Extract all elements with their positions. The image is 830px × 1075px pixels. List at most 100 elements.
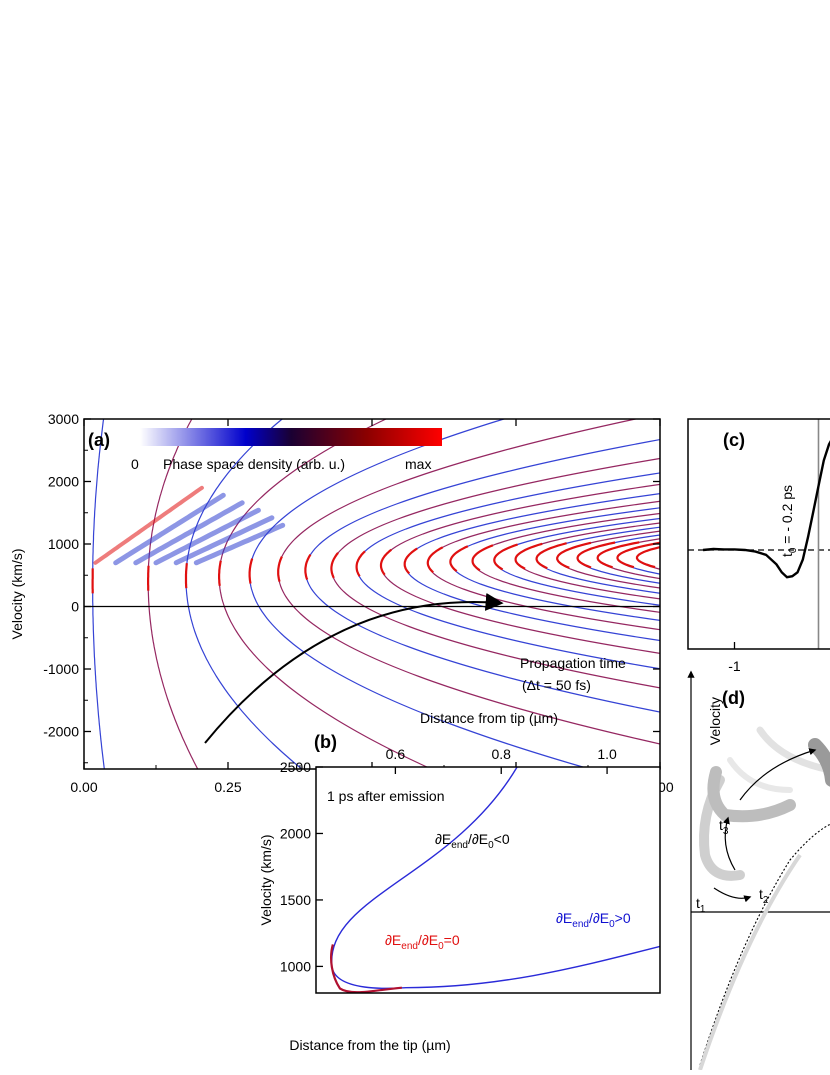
panel-c-curve bbox=[702, 440, 830, 579]
propagation-interval: (Δt = 50 fs) bbox=[522, 677, 591, 693]
y-tick-label: 1000 bbox=[280, 958, 311, 974]
y-tick-label: 3000 bbox=[48, 411, 79, 427]
trajectory-high-density bbox=[426, 546, 444, 574]
panel-b-y-axis-label: Velocity (km/s) bbox=[258, 834, 274, 925]
trajectory-snapshot bbox=[471, 512, 660, 613]
y-tick-label: 2000 bbox=[48, 474, 79, 490]
trajectory-high-density bbox=[277, 556, 283, 582]
panel-c-x-ticks: -10 bbox=[728, 642, 741, 674]
early-density-streak bbox=[193, 522, 286, 566]
panel-b-top-ticks: 0.6 0.8 1.0 bbox=[386, 746, 617, 774]
trajectory-snapshot bbox=[404, 493, 660, 642]
y-tick-label: -2000 bbox=[43, 724, 79, 740]
panel-d-label: (d) bbox=[722, 688, 745, 708]
panel-d-arrow-t3-t4 bbox=[739, 748, 817, 801]
trajectory-snapshot bbox=[147, 419, 199, 769]
trajectory-high-density bbox=[556, 541, 592, 569]
trajectory-high-density bbox=[379, 548, 392, 576]
trajectory-high-density bbox=[471, 544, 494, 572]
panel-d-dotted-envelope bbox=[699, 823, 830, 1066]
y-tick-label: 2500 bbox=[280, 759, 311, 775]
panel-d-y-axis-label: Velocity bbox=[707, 697, 723, 745]
panel-d-shape-t4 bbox=[808, 738, 830, 787]
trajectory-high-density bbox=[355, 550, 366, 577]
panel-c: -10 (c) t0 = - 0.2 ps bbox=[687, 418, 830, 674]
early-density-streak bbox=[153, 507, 261, 566]
panel-b-curve bbox=[331, 766, 661, 990]
trajectory-snapshot bbox=[330, 457, 660, 689]
colorbar-label: Phase space density (arb. u.) bbox=[163, 456, 345, 472]
x-tick-label: 0.25 bbox=[214, 779, 241, 795]
x-tick-label: -1 bbox=[728, 658, 741, 674]
trajectory-snapshot bbox=[636, 546, 660, 570]
y-tick-label: 0 bbox=[71, 599, 79, 615]
panel-d-label-t3: t3 bbox=[719, 817, 729, 837]
panel-a-y-axis-label: Velocity (km/s) bbox=[9, 548, 25, 639]
trajectory-snapshot bbox=[493, 517, 660, 606]
propagation-label: Propagation time bbox=[520, 655, 626, 671]
panel-c-t0-label: t0 = - 0.2 ps bbox=[779, 485, 799, 557]
panel-b-turning-segment bbox=[330, 944, 402, 994]
y-tick-label: -1000 bbox=[43, 661, 79, 677]
trajectory-high-density bbox=[616, 541, 660, 569]
trajectory-high-density bbox=[304, 554, 312, 581]
panel-d-arrow-t1-t2 bbox=[713, 887, 752, 903]
trajectory-high-density bbox=[248, 558, 254, 584]
colorbar-max-label: max bbox=[405, 456, 431, 472]
panel-a-x-axis-label: Distance from the tip (µm) bbox=[289, 1037, 450, 1053]
trajectory-snapshot bbox=[514, 522, 660, 600]
early-density-streak bbox=[133, 500, 245, 566]
trajectory-high-density bbox=[184, 563, 188, 589]
trajectory-high-density bbox=[449, 545, 469, 573]
trajectory-snapshot bbox=[92, 419, 105, 769]
trajectory-snapshot bbox=[304, 438, 660, 713]
colorbar-min-label: 0 bbox=[131, 456, 139, 472]
panel-a-trajectories bbox=[91, 419, 660, 769]
trajectory-snapshot bbox=[535, 526, 660, 594]
panel-b: 0.6 0.8 1.0 1000 1500 2000 2500 Distance from… bbox=[258, 710, 661, 994]
trajectory-high-density bbox=[330, 552, 339, 579]
panel-a-y-ticks: -2000 -1000 0 1000 2000 3000 bbox=[43, 411, 660, 764]
panel-b-note: 1 ps after emission bbox=[327, 788, 445, 804]
trajectory-snapshot bbox=[355, 472, 660, 670]
trajectory-snapshot bbox=[380, 483, 660, 654]
top-tick-label: 0.6 bbox=[386, 746, 406, 762]
colorbar bbox=[140, 428, 442, 446]
label-negative-derivative: ∂Eend/∂E0<0 bbox=[435, 831, 510, 851]
top-tick-label: 1.0 bbox=[597, 746, 617, 762]
panel-c-frame bbox=[687, 418, 830, 650]
panel-d: (d) Velocity t1 t2 t3 bbox=[687, 670, 830, 1070]
label-zero-derivative: ∂Eend/∂E0=0 bbox=[385, 932, 460, 952]
top-tick-label: 0.8 bbox=[491, 746, 511, 762]
trajectory-high-density bbox=[403, 547, 418, 575]
panel-b-top-axis-label: Distance from tip (µm) bbox=[420, 710, 558, 726]
label-positive-derivative: ∂Eend/∂E0>0 bbox=[556, 910, 631, 930]
trajectory-high-density bbox=[218, 560, 222, 586]
panel-d-shapes bbox=[698, 726, 830, 1070]
panel-d-label-t1: t1 bbox=[696, 895, 706, 915]
trajectory-high-density bbox=[635, 546, 660, 569]
x-tick-label: 0.00 bbox=[70, 779, 97, 795]
panel-d-label-t2: t2 bbox=[759, 886, 769, 906]
panel-b-label: (b) bbox=[314, 732, 337, 752]
y-tick-label: 1000 bbox=[48, 536, 79, 552]
panel-c-label: (c) bbox=[723, 430, 745, 450]
trajectory-snapshot bbox=[427, 500, 660, 631]
trajectory-high-density bbox=[514, 542, 543, 570]
trajectory-snapshot bbox=[449, 507, 660, 621]
y-tick-label: 1500 bbox=[280, 892, 311, 908]
panel-a-label: (a) bbox=[88, 430, 110, 450]
trajectory-high-density bbox=[596, 541, 640, 569]
panel-d-lower-branch bbox=[698, 853, 802, 1070]
y-tick-label: 2000 bbox=[280, 825, 311, 841]
panel-b-frame bbox=[315, 766, 661, 994]
panel-d-arrow-up bbox=[722, 816, 736, 871]
trajectory-high-density bbox=[493, 543, 518, 571]
trajectory-high-density bbox=[576, 541, 616, 569]
panel-d-shape-faint bbox=[756, 726, 830, 774]
propagation-arrow bbox=[204, 592, 504, 744]
early-density-streak bbox=[93, 485, 204, 565]
early-density-streak bbox=[113, 492, 226, 566]
trajectory-snapshot bbox=[218, 419, 432, 769]
